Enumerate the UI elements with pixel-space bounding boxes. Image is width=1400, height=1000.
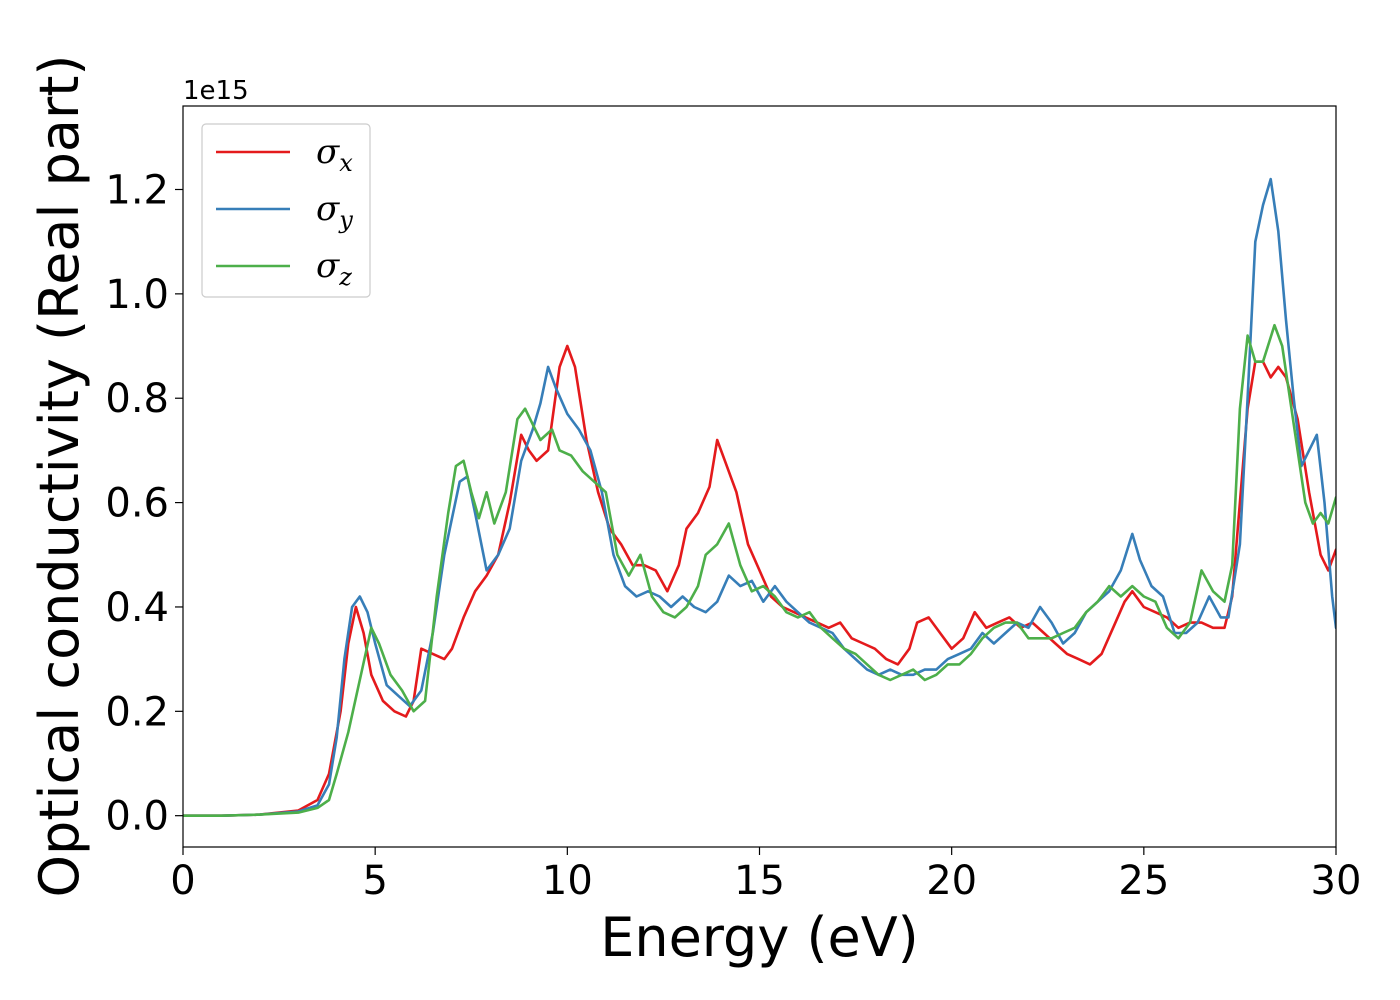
x-tick-label: 0 [170, 858, 195, 904]
y-axis-offset-label: 1e15 [183, 76, 249, 106]
x-axis-ticks: 0 5 10 15 20 25 30 [170, 847, 1361, 904]
legend-label-z: σz [316, 246, 352, 291]
x-tick-label: 5 [362, 858, 387, 904]
legend-box [201, 123, 371, 298]
series-line-y [183, 177, 1336, 817]
y-tick-label: 0.0 [105, 794, 169, 840]
x-tick-label: 20 [926, 858, 977, 904]
y-tick-label: 0.4 [105, 585, 169, 631]
x-tick-label: 10 [542, 858, 593, 904]
series-line-z [183, 323, 1336, 817]
y-tick-label: 1.0 [105, 272, 169, 318]
series-line-x [183, 344, 1336, 817]
y-tick-label: 0.2 [105, 689, 169, 735]
y-axis-ticks: 0.0 0.2 0.4 0.6 0.8 1.0 1.2 [105, 167, 183, 840]
x-tick-label: 25 [1118, 858, 1169, 904]
x-tick-label: 15 [734, 858, 785, 904]
y-tick-label: 0.6 [105, 481, 169, 527]
x-axis-title: Energy (eV) [600, 906, 919, 969]
y-axis-title: Optical conductivity (Real part) [28, 55, 91, 898]
x-tick-label: 30 [1311, 858, 1362, 904]
y-tick-label: 1.2 [105, 167, 169, 213]
y-tick-label: 0.8 [105, 376, 169, 422]
plot-area [183, 177, 1336, 817]
